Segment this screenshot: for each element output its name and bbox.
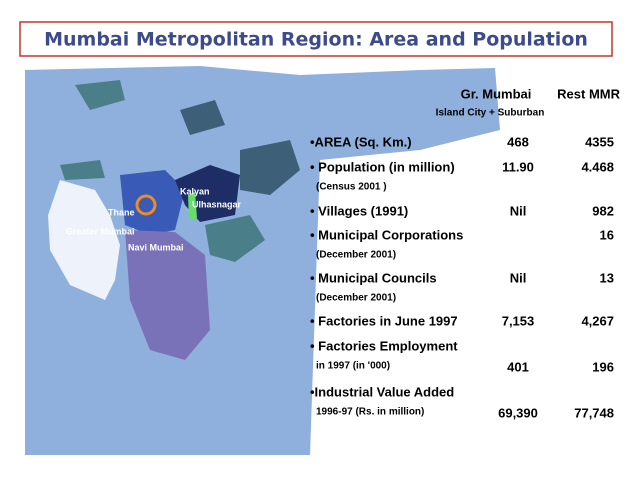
row-label: • Factories in June 1997: [310, 313, 458, 328]
table: Gr. Mumbai Rest MMR Island City + Suburban…: [310, 86, 621, 420]
row-note: (Census 2001 ): [316, 182, 387, 193]
column-note: Island City + Suburban: [436, 108, 545, 119]
cell: 77,748: [574, 405, 614, 420]
map-label: Navi Mumbai: [128, 242, 184, 252]
cell: Nil: [510, 203, 527, 218]
navi-mumbai: [125, 230, 210, 360]
row-label: • Factories Employment: [310, 338, 458, 353]
map-label: Kalyan: [180, 186, 210, 196]
row-label: • Municipal Councils: [310, 270, 437, 285]
cell: Nil: [510, 270, 527, 285]
cell: 69,390: [498, 405, 538, 420]
ulhasnagar: [188, 192, 197, 220]
cell: 7,153: [502, 313, 535, 328]
row-note: in 1997 (in '000): [316, 361, 390, 372]
row-label: •AREA (Sq. Km.): [310, 134, 412, 149]
cell: 196: [592, 359, 614, 374]
row-label: •Industrial Value Added: [310, 384, 454, 399]
map-region: [25, 66, 500, 455]
marker: [135, 194, 157, 216]
row-note: (December 2001): [316, 293, 396, 304]
map: Greater Mumbai Thane Kalyan Ulhasnagar N…: [25, 66, 500, 455]
cell: 4,267: [581, 313, 614, 328]
cell: 16: [600, 227, 614, 242]
cell: 468: [507, 134, 529, 149]
district: [75, 80, 125, 110]
district: [60, 160, 105, 180]
title-box: [19, 21, 613, 57]
column-header: Rest MMR: [557, 86, 620, 101]
district: [205, 215, 265, 262]
title: Mumbai Metropolitan Region: Area and Pop…: [44, 29, 588, 51]
greater-mumbai: [48, 180, 120, 300]
row-note: (December 2001): [316, 250, 396, 261]
cell: 4.468: [581, 159, 614, 174]
map-label: Thane: [108, 207, 135, 217]
cell: 11.90: [502, 159, 534, 174]
cell: 4355: [585, 134, 614, 149]
thane: [120, 170, 185, 235]
cell: 13: [600, 270, 614, 285]
row-label: • Municipal Corporations: [310, 227, 463, 242]
row-label: • Villages (1991): [310, 203, 408, 218]
district: [180, 100, 225, 135]
map-label: Ulhasnagar: [192, 199, 242, 209]
cell: 982: [592, 203, 614, 218]
row-note: 1996-97 (Rs. in million): [316, 407, 424, 418]
map-label: Greater Mumbai: [66, 226, 135, 236]
cell: 401: [507, 359, 529, 374]
row-label: • Population (in million): [310, 159, 455, 174]
column-header: Gr. Mumbai: [461, 86, 532, 101]
district: [240, 140, 300, 195]
